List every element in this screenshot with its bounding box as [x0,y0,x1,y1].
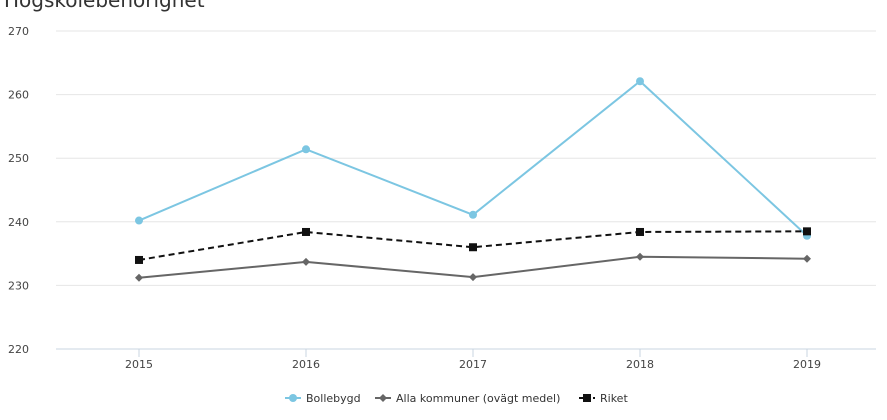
legend-item[interactable]: Bollebygd [285,392,361,405]
y-tick-label: 230 [8,279,29,292]
data-point [636,77,644,86]
data-point [135,216,143,225]
data-point [302,257,310,266]
legend[interactable]: Bollebygd Alla kommuner (ovägt medel) Rike… [285,392,628,405]
x-axis: 2015 2016 2017 2018 2019 [125,349,821,371]
series-group [135,77,811,282]
data-point [803,254,811,263]
y-tick-label: 260 [8,89,29,102]
x-tick-label: 2016 [292,358,320,371]
data-point [302,145,310,154]
chart-title-cropped: Högskolebehörighet [4,0,205,12]
plot-background [0,12,887,416]
legend-label: Bollebygd [306,392,361,405]
series-square [135,227,811,264]
data-point [636,252,644,261]
data-point [469,273,477,282]
x-tick-label: 2017 [459,358,487,371]
data-point [469,243,477,252]
gridlines [56,30,876,350]
data-point [135,255,143,264]
legend-marker [289,394,297,402]
y-tick-label: 220 [8,343,29,356]
legend-item[interactable]: Riket [579,392,628,405]
data-point [803,227,811,236]
legend-label: Riket [600,392,628,405]
series-line [138,230,808,261]
data-point [636,227,644,236]
y-tick-label: 240 [8,216,29,229]
y-tick-label: 250 [8,152,29,165]
x-tick-label: 2015 [125,358,153,371]
x-tick-label: 2019 [793,358,821,371]
y-tick-label: 270 [8,25,29,38]
legend-item[interactable]: Alla kommuner (ovägt medel) [375,392,560,405]
legend-marker [379,394,387,402]
y-axis: 220 230 240 250 260 270 [8,25,29,356]
series-diamond [135,252,811,282]
x-tick-label: 2018 [626,358,654,371]
data-point [469,210,477,219]
legend-marker [583,394,591,402]
legend-label: Alla kommuner (ovägt medel) [396,392,560,405]
data-point [302,227,310,236]
data-point [135,273,143,282]
